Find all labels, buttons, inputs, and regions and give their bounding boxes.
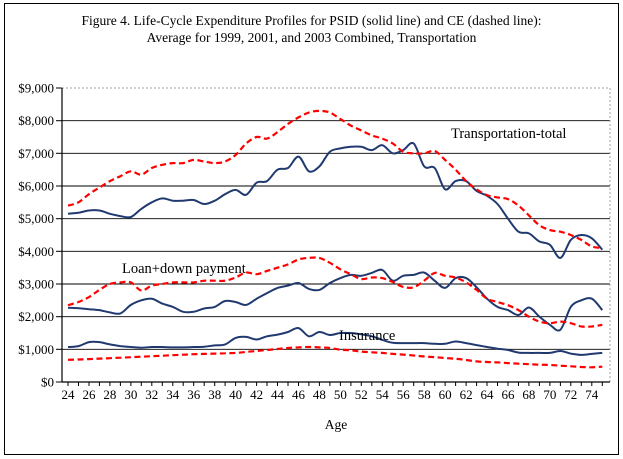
x-tick-label: 72 xyxy=(564,387,577,402)
y-tick-label: $1,000 xyxy=(18,342,54,357)
x-tick-label: 26 xyxy=(83,387,97,402)
x-tick-label: 32 xyxy=(145,387,158,402)
x-tick-label: 34 xyxy=(166,387,180,402)
figure-title-line1: Figure 4. Life-Cycle Expenditure Profile… xyxy=(81,13,542,28)
series-line-loan-down-payment-psid xyxy=(67,268,604,332)
x-tick-label: 68 xyxy=(522,387,535,402)
x-tick-label: 28 xyxy=(103,387,116,402)
series-line-transportation-total-ce xyxy=(67,109,603,250)
x-tick-label: 66 xyxy=(502,387,516,402)
x-tick-label: 52 xyxy=(355,387,368,402)
x-tick-label: 36 xyxy=(187,387,201,402)
x-tick-label: 40 xyxy=(229,387,242,402)
x-tick-label: 50 xyxy=(334,387,347,402)
annotation-transportation-total: Transportation-total xyxy=(451,126,567,142)
x-tick-label: 48 xyxy=(313,387,326,402)
y-tick-label: $8,000 xyxy=(18,113,54,128)
y-tick-label: $4,000 xyxy=(18,244,54,259)
annotation-loan-down-payment: Loan+down payment xyxy=(122,261,246,277)
x-tick-label: 44 xyxy=(271,387,285,402)
series-line-insurance-psid xyxy=(67,327,603,356)
y-tick-label: $5,000 xyxy=(18,211,54,226)
x-tick-label: 62 xyxy=(460,387,473,402)
annotation-insurance: Insurance xyxy=(339,328,396,344)
x-tick-label: 64 xyxy=(481,387,495,402)
x-tick-label: 54 xyxy=(376,387,390,402)
y-tick-label: $2,000 xyxy=(18,309,54,324)
x-tick-label: 42 xyxy=(250,387,263,402)
series-line-loan-down-payment-ce xyxy=(67,256,603,328)
x-tick-label: 56 xyxy=(397,387,411,402)
x-tick-label: 70 xyxy=(543,387,556,402)
series-line-insurance-ce xyxy=(67,345,603,369)
x-tick-label: 30 xyxy=(124,387,137,402)
y-tick-label: $0 xyxy=(41,375,54,390)
y-tick-label: $6,000 xyxy=(18,179,54,194)
x-tick-label: 60 xyxy=(439,387,452,402)
x-tick-label: 24 xyxy=(62,387,76,402)
x-tick-label: 58 xyxy=(418,387,431,402)
figure-title-line2: Average for 1999, 2001, and 2003 Combine… xyxy=(146,30,477,45)
x-tick-label: 46 xyxy=(292,387,306,402)
series-line-transportation-total-psid xyxy=(67,141,604,259)
y-tick-label: $3,000 xyxy=(18,277,54,292)
x-tick-label: 74 xyxy=(585,387,599,402)
figure-title: Figure 4. Life-Cycle Expenditure Profile… xyxy=(0,12,623,46)
x-axis-title: Age xyxy=(324,417,348,432)
y-tick-label: $7,000 xyxy=(18,146,54,161)
x-tick-label: 38 xyxy=(208,387,221,402)
y-tick-label: $9,000 xyxy=(18,81,54,96)
